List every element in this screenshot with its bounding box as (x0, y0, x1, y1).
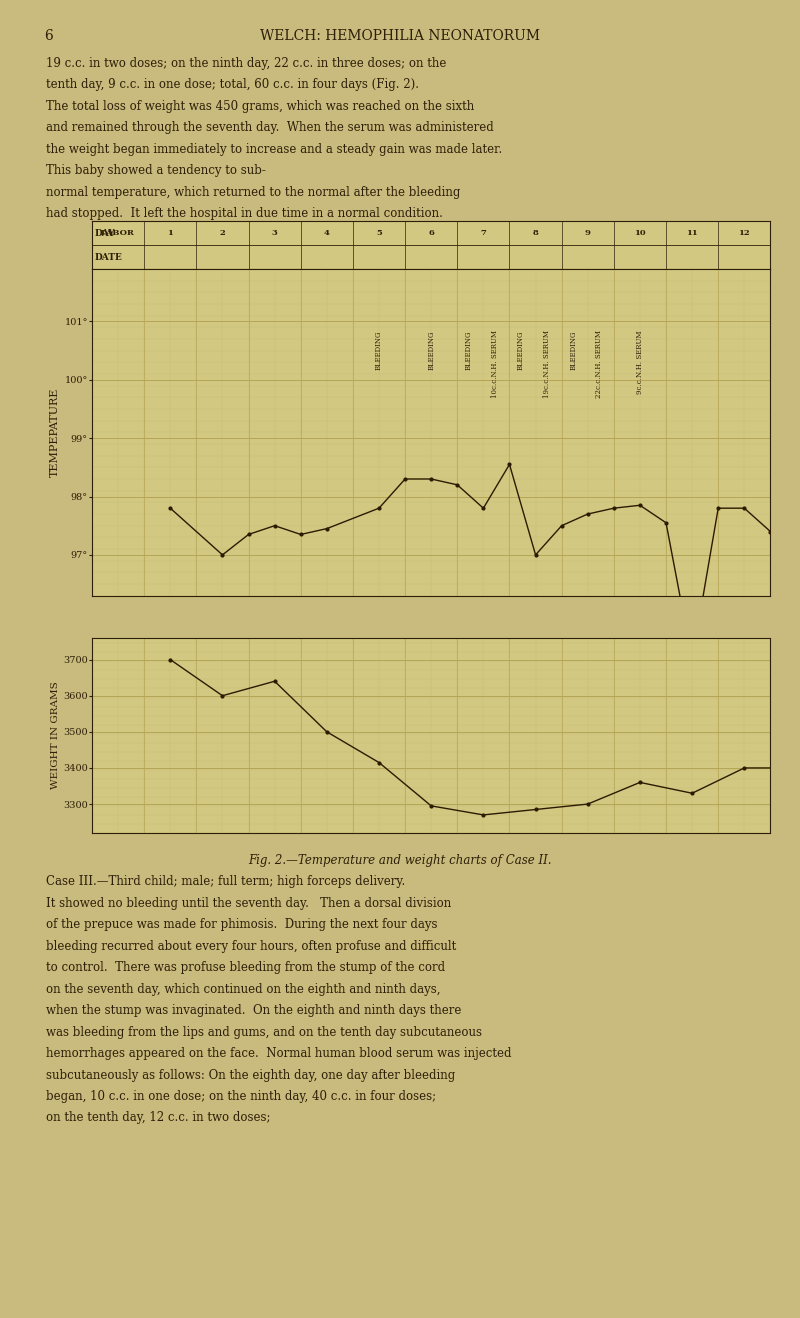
Text: LABOR: LABOR (101, 229, 135, 237)
Text: BLEEDING: BLEEDING (427, 331, 435, 369)
Text: BLEEDING: BLEEDING (569, 331, 577, 369)
Text: and remained through the seventh day.  When the serum was administered: and remained through the seventh day. Wh… (46, 121, 494, 134)
Text: 5: 5 (376, 229, 382, 237)
Y-axis label: WEIGHT IN GRAMS: WEIGHT IN GRAMS (51, 681, 60, 789)
Text: 8: 8 (533, 229, 538, 237)
Text: 1: 1 (167, 229, 174, 237)
Text: when the stump was invaginated.  On the eighth and ninth days there: when the stump was invaginated. On the e… (46, 1004, 462, 1017)
Text: BLEEDING: BLEEDING (375, 331, 383, 369)
Text: 19c.c.N.H. SERUM: 19c.c.N.H. SERUM (543, 331, 551, 398)
Text: 19 c.c. in two doses; on the ninth day, 22 c.c. in three doses; on the: 19 c.c. in two doses; on the ninth day, … (46, 57, 446, 70)
Text: bleeding recurred about every four hours, often profuse and difficult: bleeding recurred about every four hours… (46, 940, 457, 953)
Text: normal temperature, which returned to the normal after the bleeding: normal temperature, which returned to th… (46, 186, 461, 199)
Text: WELCH: HEMOPHILIA NEONATORUM: WELCH: HEMOPHILIA NEONATORUM (260, 29, 540, 43)
Text: This baby showed a tendency to sub-: This baby showed a tendency to sub- (46, 165, 266, 177)
Text: of the prepuce was made for phimosis.  During the next four days: of the prepuce was made for phimosis. Du… (46, 919, 438, 931)
Text: 12: 12 (738, 229, 750, 237)
Text: tenth day, 9 c.c. in one dose; total, 60 c.c. in four days (Fig. 2).: tenth day, 9 c.c. in one dose; total, 60… (46, 78, 419, 91)
Text: had stopped.  It left the hospital in due time in a normal condition.: had stopped. It left the hospital in due… (46, 207, 443, 220)
Text: The total loss of weight was 450 grams, which was reached on the sixth: The total loss of weight was 450 grams, … (46, 100, 474, 112)
Text: on the seventh day, which continued on the eighth and ninth days,: on the seventh day, which continued on t… (46, 982, 441, 995)
Text: 22c.c.N.H. SERUM: 22c.c.N.H. SERUM (595, 331, 603, 398)
Text: 9c.c.N.H. SERUM: 9c.c.N.H. SERUM (636, 331, 644, 394)
Text: 7: 7 (481, 229, 486, 237)
Text: BLEEDING: BLEEDING (465, 331, 473, 369)
Text: DAY: DAY (94, 229, 115, 237)
Text: Fig. 2.—Temperature and weight charts of Case II.: Fig. 2.—Temperature and weight charts of… (248, 854, 552, 867)
Text: 11: 11 (686, 229, 698, 237)
Text: DATE: DATE (94, 253, 122, 261)
Text: 10: 10 (634, 229, 646, 237)
Text: subcutaneously as follows: On the eighth day, one day after bleeding: subcutaneously as follows: On the eighth… (46, 1069, 456, 1082)
Text: hemorrhages appeared on the face.  Normal human blood serum was injected: hemorrhages appeared on the face. Normal… (46, 1046, 512, 1060)
Text: BLEEDING: BLEEDING (517, 331, 525, 369)
Text: 9: 9 (585, 229, 590, 237)
Text: It showed no bleeding until the seventh day.   Then a dorsal division: It showed no bleeding until the seventh … (46, 896, 452, 909)
Text: 6: 6 (428, 229, 434, 237)
Text: on the tenth day, 12 c.c. in two doses;: on the tenth day, 12 c.c. in two doses; (46, 1111, 271, 1124)
Text: was bleeding from the lips and gums, and on the tenth day subcutaneous: was bleeding from the lips and gums, and… (46, 1025, 482, 1039)
Text: the weight began immediately to increase and a steady gain was made later.: the weight began immediately to increase… (46, 142, 502, 156)
Text: 10c.c.N.H. SERUM: 10c.c.N.H. SERUM (491, 331, 499, 398)
Y-axis label: TEMPEPATURE: TEMPEPATURE (50, 387, 60, 477)
Text: 2: 2 (219, 229, 226, 237)
Text: 4: 4 (324, 229, 330, 237)
Text: 3: 3 (272, 229, 278, 237)
Text: to control.  There was profuse bleeding from the stump of the cord: to control. There was profuse bleeding f… (46, 961, 446, 974)
Text: Case III.—Third child; male; full term; high forceps delivery.: Case III.—Third child; male; full term; … (46, 875, 406, 888)
Text: 6: 6 (44, 29, 53, 43)
Text: began, 10 c.c. in one dose; on the ninth day, 40 c.c. in four doses;: began, 10 c.c. in one dose; on the ninth… (46, 1090, 437, 1103)
